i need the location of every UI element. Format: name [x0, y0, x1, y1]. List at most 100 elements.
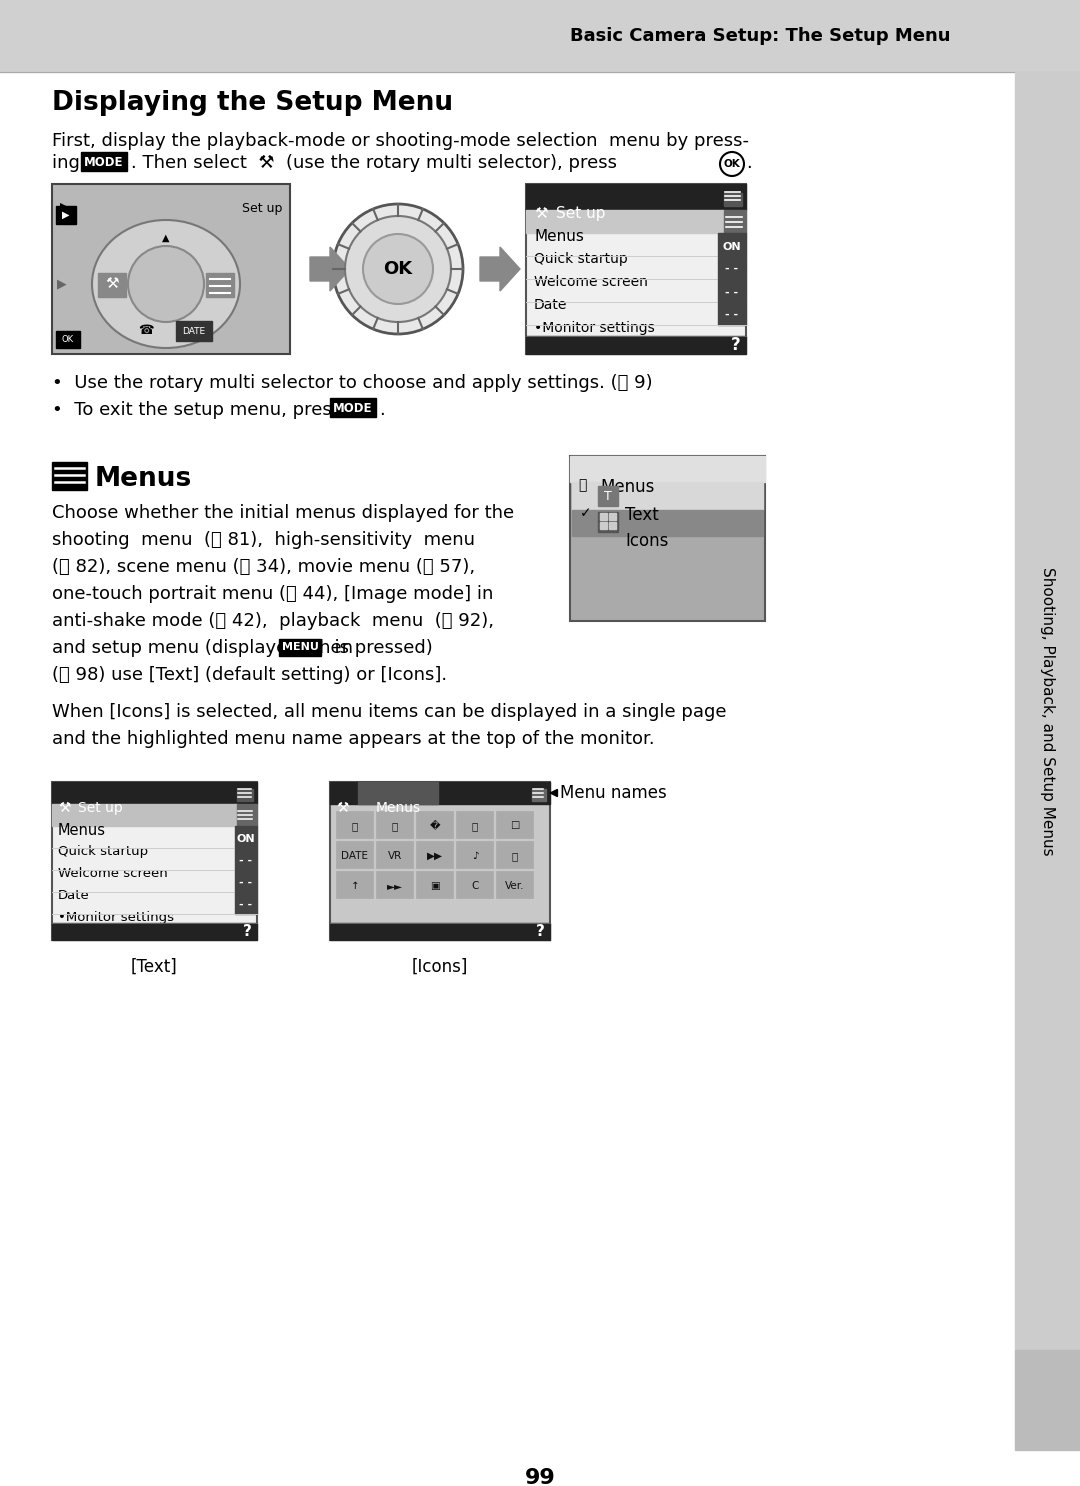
- Text: ⌛: ⌛: [472, 820, 478, 831]
- Text: T: T: [604, 489, 612, 502]
- Bar: [280, 639, 321, 655]
- Text: Set up: Set up: [242, 202, 282, 215]
- Text: - -: - -: [240, 856, 253, 866]
- Text: First, display the playback-mode or shooting-mode selection  menu by press-: First, display the playback-mode or shoo…: [52, 132, 750, 150]
- Bar: [496, 811, 534, 838]
- Text: - -: - -: [726, 311, 739, 321]
- Bar: [237, 789, 253, 801]
- Text: and the highlighted menu name appears at the top of the monitor.: and the highlighted menu name appears at…: [52, 730, 654, 747]
- Bar: [718, 279, 746, 302]
- Text: ⏻: ⏻: [392, 820, 399, 831]
- Text: Menu names: Menu names: [551, 785, 666, 802]
- Text: Icons: Icons: [625, 532, 669, 550]
- Text: Date: Date: [58, 889, 90, 902]
- Text: ▶▶: ▶▶: [427, 851, 443, 860]
- Text: ↑: ↑: [351, 881, 360, 892]
- Text: MENU: MENU: [282, 642, 319, 652]
- Text: (Ⓡ 98) use [Text] (default setting) or [Icons].: (Ⓡ 98) use [Text] (default setting) or […: [52, 666, 447, 684]
- Text: When [Icons] is selected, all menu items can be displayed in a single page: When [Icons] is selected, all menu items…: [52, 703, 727, 721]
- Bar: [416, 811, 453, 838]
- Bar: [572, 510, 762, 536]
- Text: ?: ?: [536, 923, 544, 939]
- Bar: [609, 513, 616, 520]
- Bar: [330, 398, 376, 418]
- Bar: [572, 481, 762, 510]
- Text: ►►: ►►: [387, 881, 403, 892]
- Bar: [235, 892, 257, 914]
- Text: [Text]: [Text]: [131, 958, 177, 976]
- Bar: [609, 522, 616, 529]
- Bar: [718, 256, 746, 279]
- Circle shape: [333, 204, 463, 334]
- Text: Choose whether the initial menus displayed for the: Choose whether the initial menus display…: [52, 504, 514, 522]
- Text: Text: Text: [625, 507, 659, 525]
- Text: ▶: ▶: [63, 210, 70, 220]
- Bar: [570, 456, 765, 481]
- Bar: [237, 804, 257, 826]
- Text: (Ⓡ 82), scene menu (Ⓡ 34), movie menu (Ⓡ 57),: (Ⓡ 82), scene menu (Ⓡ 34), movie menu (Ⓡ…: [52, 559, 475, 577]
- Circle shape: [363, 233, 433, 305]
- Polygon shape: [310, 247, 350, 291]
- Text: ⏻: ⏻: [512, 851, 518, 860]
- Bar: [376, 811, 413, 838]
- Text: - -: - -: [726, 287, 739, 297]
- Text: Menus: Menus: [600, 478, 654, 496]
- Text: ing: ing: [52, 155, 85, 172]
- Text: - -: - -: [240, 878, 253, 889]
- Text: MODE: MODE: [334, 401, 373, 415]
- Bar: [52, 804, 237, 826]
- Bar: [456, 811, 492, 838]
- Text: �: �: [430, 820, 441, 831]
- Text: DATE: DATE: [183, 327, 205, 336]
- Text: anti-shake mode (Ⓡ 42),  playback  menu  (Ⓡ 92),: anti-shake mode (Ⓡ 42), playback menu (Ⓡ…: [52, 612, 494, 630]
- Bar: [496, 841, 534, 868]
- Text: - -: - -: [726, 265, 739, 275]
- Text: •Monitor settings: •Monitor settings: [58, 911, 174, 924]
- Text: ⚒: ⚒: [534, 207, 548, 221]
- Bar: [336, 811, 373, 838]
- Bar: [56, 331, 80, 348]
- Text: ▶: ▶: [57, 278, 67, 290]
- Text: MODE: MODE: [84, 156, 124, 168]
- Text: Ⓡ: Ⓡ: [578, 478, 586, 492]
- Bar: [330, 782, 550, 804]
- Bar: [81, 152, 127, 171]
- Text: ▶: ▶: [60, 202, 68, 212]
- Bar: [456, 841, 492, 868]
- Text: Ver.: Ver.: [505, 881, 525, 892]
- Bar: [1015, 71, 1080, 1349]
- Text: OK: OK: [383, 260, 413, 278]
- Bar: [416, 871, 453, 898]
- Text: Set up: Set up: [78, 801, 123, 814]
- Text: [Icons]: [Icons]: [411, 958, 469, 976]
- Text: Menus: Menus: [95, 467, 192, 492]
- Bar: [336, 841, 373, 868]
- Text: ☐: ☐: [511, 820, 519, 831]
- Circle shape: [345, 215, 451, 322]
- Text: .: .: [746, 155, 752, 172]
- Text: ⚒: ⚒: [105, 276, 119, 291]
- Bar: [598, 486, 618, 507]
- Text: ▲: ▲: [162, 233, 170, 244]
- Bar: [0, 0, 1080, 71]
- Text: OK: OK: [724, 159, 741, 169]
- Text: Quick startup: Quick startup: [58, 846, 148, 857]
- Text: ⚒: ⚒: [336, 801, 349, 814]
- Bar: [98, 273, 126, 297]
- Bar: [206, 273, 234, 297]
- Bar: [52, 923, 257, 941]
- Text: - -: - -: [240, 901, 253, 909]
- Text: Displaying the Setup Menu: Displaying the Setup Menu: [52, 91, 454, 116]
- Bar: [235, 869, 257, 892]
- Text: OK: OK: [62, 336, 75, 345]
- Bar: [718, 302, 746, 325]
- Text: ON: ON: [237, 834, 255, 844]
- Text: is pressed): is pressed): [323, 639, 433, 657]
- Bar: [570, 456, 765, 621]
- Text: and setup menu (displayed when: and setup menu (displayed when: [52, 639, 365, 657]
- Text: Welcome screen: Welcome screen: [534, 275, 648, 288]
- Text: Basic Camera Setup: The Setup Menu: Basic Camera Setup: The Setup Menu: [570, 27, 950, 45]
- Bar: [336, 871, 373, 898]
- Text: Quick startup: Quick startup: [534, 253, 627, 266]
- Text: Menus: Menus: [58, 823, 106, 838]
